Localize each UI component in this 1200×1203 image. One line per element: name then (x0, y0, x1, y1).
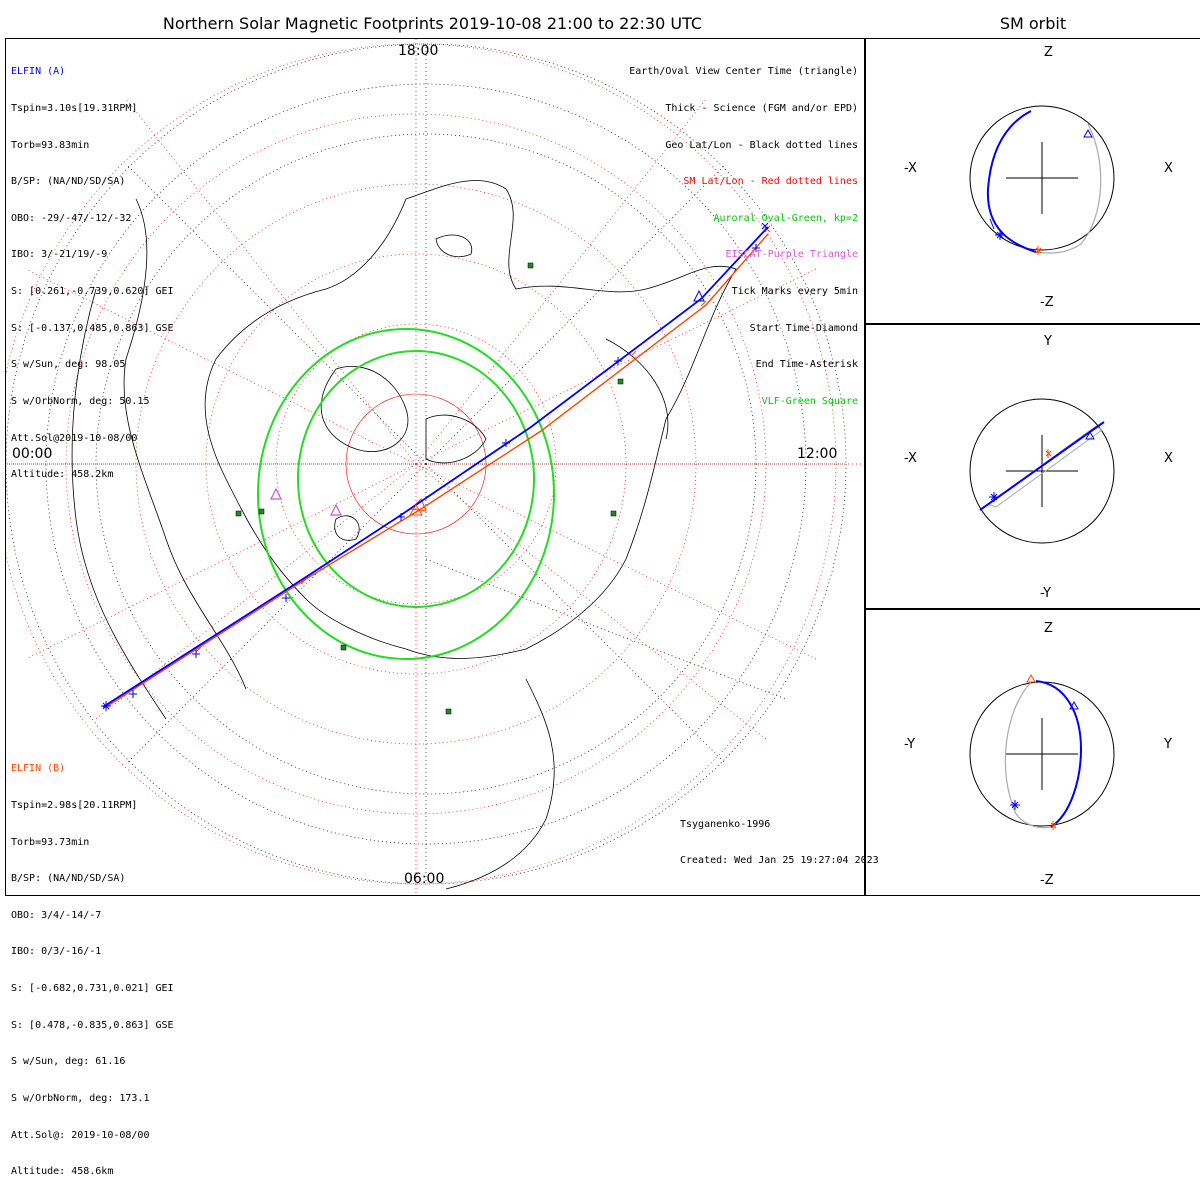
vlf-stations (235, 262, 624, 715)
plot-title: Northern Solar Magnetic Footprints 2019-… (162, 14, 703, 33)
orbit-xy-plot (969, 398, 1115, 544)
axis-top-label: Z (1044, 45, 1053, 60)
hour-label-bottom: 06:00 (404, 871, 445, 887)
elfin-a-line: Tspin=3.10s[19.31RPM] (11, 103, 138, 115)
sm-orbit-yz-panel: Z -Z -Y Y (865, 608, 1200, 896)
elfin-b-line: Att.Sol@: 2019-10-08/00 (11, 1129, 150, 1141)
elfin-b-line: S w/OrbNorm, deg: 173.1 (11, 1092, 150, 1104)
elfin-b-line: OBO: 3/4/-14/-7 (11, 909, 102, 921)
elfin-a-name: ELFIN (A) (11, 66, 66, 78)
elfin-a-line: Torb=93.83min (11, 139, 90, 151)
elfin-a-line: Att.Sol@2019-10-08/00 (11, 432, 138, 444)
sm-orbit-title: SM orbit (999, 14, 1067, 33)
legend-item: Tick Marks every 5min (731, 286, 858, 298)
elfin-a-line: OBO: -29/-47/-12/-32 (11, 212, 132, 224)
elfin-b-line: IBO: 0/3/-16/-1 (11, 946, 102, 958)
elfin-a-line: IBO: 3/-21/19/-9 (11, 249, 108, 261)
elfin-b-track (105, 225, 771, 708)
hour-label-left: 00:00 (12, 446, 53, 462)
sm-orbit-xz-panel: Z -Z -X X (865, 38, 1200, 325)
credit-created: Created: Wed Jan 25 19:27:04 2023 (680, 855, 879, 866)
coastlines (71, 180, 737, 890)
axis-top-label: Z (1044, 621, 1053, 636)
axis-bottom-label: -Z (1040, 295, 1054, 310)
legend-item: End Time-Asterisk (755, 359, 858, 371)
sm-grid (6, 39, 864, 895)
legend-item: VLF-Green Square (761, 395, 858, 407)
orbit-xz-plot (969, 105, 1115, 255)
legend-item: EISCAT-Purple Triangle (725, 249, 858, 261)
credit: Tsyganenko-1996 Created: Wed Jan 25 19:2… (680, 795, 879, 891)
legend: Earth/Oval View Center Time (triangle) T… (629, 42, 858, 433)
axis-left-label: -X (904, 451, 917, 466)
eiscat-markers (270, 487, 342, 516)
footprint-map (6, 39, 864, 895)
elfin-a-line: B/SP: (NA/ND/SD/SA) (11, 176, 126, 188)
hour-label-right: 12:00 (797, 446, 838, 462)
axis-bottom-label: -Y (1040, 586, 1052, 601)
legend-item: Earth/Oval View Center Time (triangle) (629, 66, 858, 78)
elfin-a-line: S: [0.261,-0.739,0.620] GEI (11, 286, 174, 298)
sm-orbit-xy-panel: Y -Y -X X (865, 323, 1200, 610)
axis-left-label: -Y (904, 737, 916, 752)
elfin-b-line: S: [-0.682,0.731,0.021] GEI (11, 983, 174, 995)
view-center-triangle (409, 504, 423, 516)
elfin-a-line: S w/OrbNorm, deg: 50.15 (11, 395, 150, 407)
elfin-a-line: S: [-0.137,0.485,0.863] GSE (11, 322, 174, 334)
legend-item: SM Lat/Lon - Red dotted lines (683, 176, 858, 188)
hour-label-top: 18:00 (398, 43, 439, 59)
elfin-a-line: S w/Sun, deg: 98.05 (11, 359, 126, 371)
axis-left-label: -X (904, 161, 917, 176)
credit-model: Tsyganenko-1996 (680, 819, 771, 830)
elfin-b-line: Tspin=2.98s[20.11RPM] (11, 800, 138, 812)
elfin-a-track (101, 222, 769, 711)
axis-right-label: X (1164, 161, 1173, 176)
elfin-b-line: Torb=93.73min (11, 836, 90, 848)
legend-item: Auroral Oval-Green, kp=2 (713, 212, 859, 224)
footprint-map-panel: ELFIN (A) Tspin=3.10s[19.31RPM] Torb=93.… (5, 38, 879, 1177)
orbit-yz-plot (969, 673, 1115, 830)
elfin-b-name: ELFIN (B) (11, 763, 66, 775)
axis-right-label: X (1164, 451, 1173, 466)
legend-item: Thick - Science (FGM and/or EPD) (665, 103, 858, 115)
axis-top-label: Y (1044, 334, 1052, 349)
elfin-b-line: S: [0.478,-0.835,0.863] GSE (11, 1019, 174, 1031)
elfin-b-line: Altitude: 458.6km (11, 1166, 114, 1178)
legend-item: Start Time-Diamond (749, 322, 858, 334)
elfin-b-line: S w/Sun, deg: 61.16 (11, 1056, 126, 1068)
legend-item: Geo Lat/Lon - Black dotted lines (665, 139, 858, 151)
elfin-b-line: B/SP: (NA/ND/SD/SA) (11, 873, 126, 885)
auroral-ovals (257, 328, 555, 660)
axis-bottom-label: -Z (1040, 873, 1054, 888)
elfin-b-info: ELFIN (B) Tspin=2.98s[20.11RPM] Torb=93.… (11, 739, 174, 1203)
axis-right-label: Y (1164, 737, 1172, 752)
elfin-a-line: Altitude: 458.2km (11, 469, 114, 481)
elfin-a-info: ELFIN (A) Tspin=3.10s[19.31RPM] Torb=93.… (11, 42, 174, 506)
